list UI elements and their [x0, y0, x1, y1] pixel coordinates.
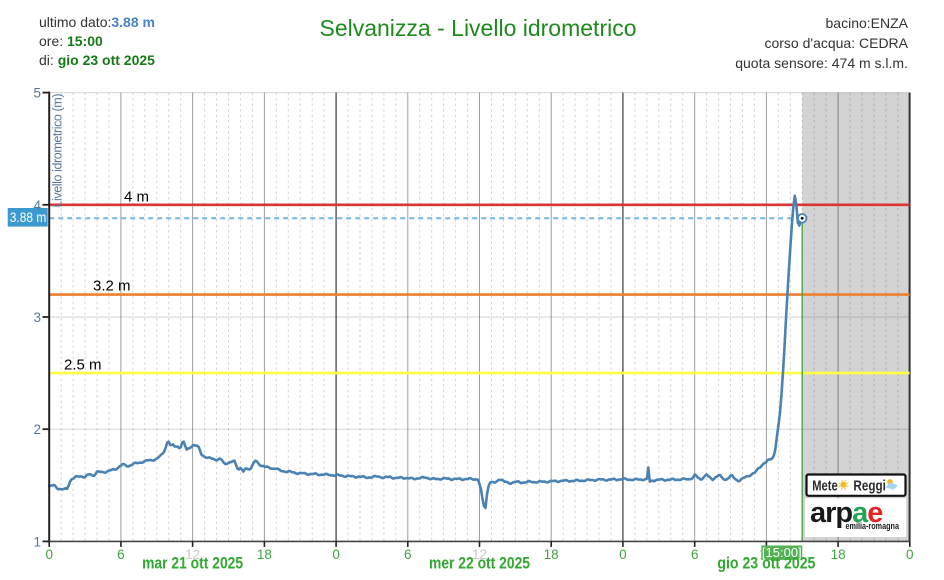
svg-text:3.2 m: 3.2 m — [93, 278, 131, 295]
svg-text:Mete: Mete — [812, 478, 838, 494]
svg-text:0: 0 — [619, 547, 627, 562]
svg-text:6: 6 — [404, 547, 412, 562]
svg-text:Reggi: Reggi — [853, 478, 886, 494]
svg-text:0: 0 — [906, 547, 914, 562]
svg-text:6: 6 — [691, 547, 699, 562]
svg-text:5: 5 — [33, 86, 41, 101]
svg-text:arpae: arpae — [810, 497, 883, 529]
svg-text:[15:00]: [15:00] — [762, 545, 802, 560]
svg-text:12: 12 — [185, 547, 200, 562]
svg-text:gio 23 ott 2025: gio 23 ott 2025 — [717, 554, 815, 573]
svg-text:2.5 m: 2.5 m — [64, 356, 102, 373]
svg-text:3: 3 — [33, 310, 41, 325]
svg-text:0: 0 — [45, 547, 53, 562]
svg-text:6: 6 — [117, 547, 125, 562]
svg-text:emilia-romagna: emilia-romagna — [846, 521, 900, 532]
svg-text:mer 22 ott 2025: mer 22 ott 2025 — [429, 554, 530, 573]
svg-text:4 m: 4 m — [124, 188, 149, 205]
svg-text:2: 2 — [33, 422, 41, 437]
svg-text:18: 18 — [831, 547, 846, 562]
svg-text:0: 0 — [332, 547, 340, 562]
svg-text:18: 18 — [544, 547, 559, 562]
svg-text:3.88 m: 3.88 m — [10, 210, 47, 225]
svg-text:Livello idrometrico (m): Livello idrometrico (m) — [51, 94, 65, 208]
svg-text:18: 18 — [257, 547, 272, 562]
svg-text:1: 1 — [33, 534, 41, 549]
svg-text:4: 4 — [33, 198, 41, 213]
svg-text:12: 12 — [472, 547, 487, 562]
svg-text:mar 21 ott 2025: mar 21 ott 2025 — [142, 554, 243, 573]
